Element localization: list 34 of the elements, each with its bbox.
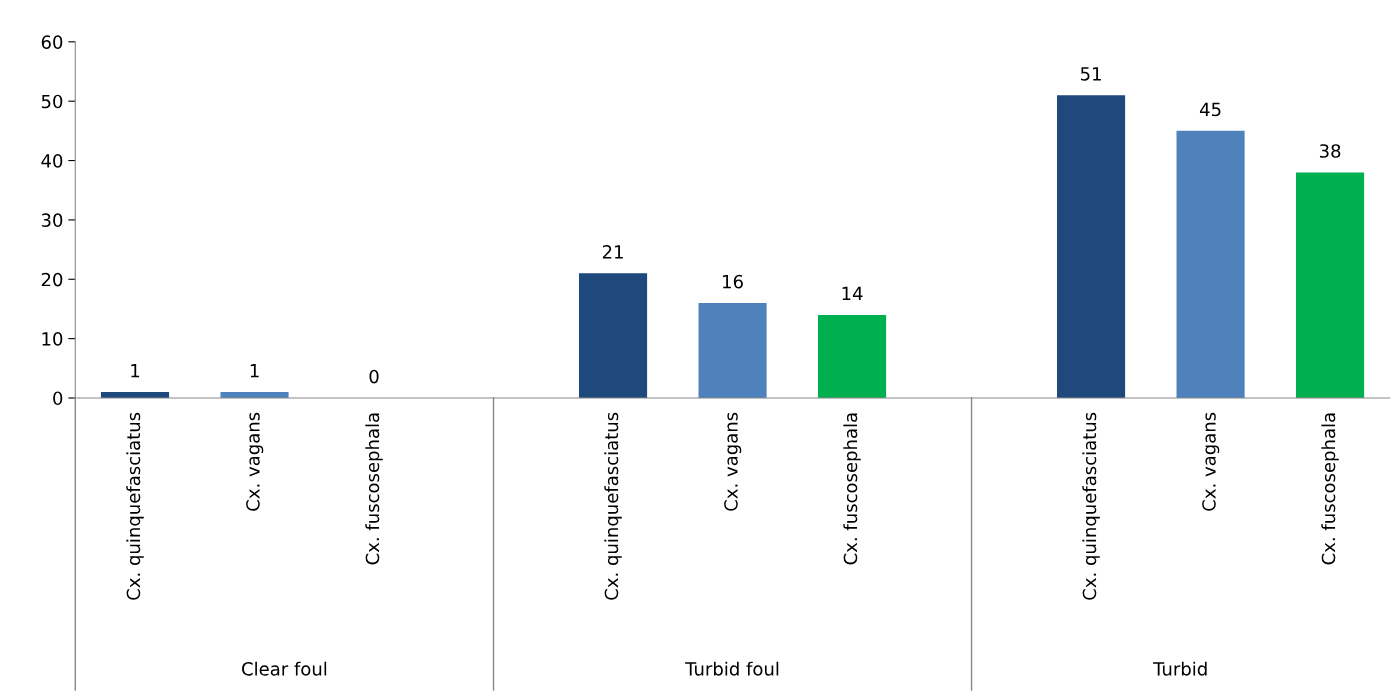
text: Turbid foul: [685, 661, 779, 676]
bar: [578, 273, 648, 398]
data-label: 45: [1199, 102, 1221, 117]
data-label: 14: [842, 286, 863, 301]
x-tick-label: Cx. vagans: [724, 412, 742, 511]
x-tick-label: Cx. vagans: [246, 412, 264, 511]
data-label: 21: [602, 245, 623, 259]
bar: [698, 303, 767, 398]
y-tick-label: 50: [41, 94, 63, 109]
y-tick-label: 10: [42, 332, 63, 346]
bar: [1176, 130, 1245, 398]
bar: [1057, 95, 1126, 398]
bar: [817, 314, 887, 398]
x-tick-label: Cx. fuscosephala: [365, 413, 383, 565]
text: Clear foul: [242, 661, 327, 676]
data-label: 38: [1319, 144, 1341, 158]
x-tick-label: Cx. vagans: [1202, 412, 1220, 511]
y-tick-label: 40: [41, 154, 63, 168]
x-tick-label: Cx. fuscosephala: [1321, 413, 1339, 565]
x-tick-label: Cx. fuscosephala: [843, 413, 861, 565]
data-label: 1: [250, 364, 259, 378]
x-tick-label: Cx. quinquefasciatus: [604, 412, 622, 600]
bar: [1296, 172, 1365, 398]
y-tick-label: 60: [41, 35, 63, 49]
y-tick-label: 30: [41, 213, 63, 228]
data-label: 1: [131, 364, 140, 378]
y-tick-label: 20: [41, 272, 63, 287]
data-label: 16: [723, 274, 743, 289]
data-label: 51: [1080, 67, 1101, 81]
y-tick-label: 0: [53, 391, 63, 406]
x-tick-label: Cx. quinquefasciatus: [1082, 412, 1100, 600]
data-label: 0: [369, 369, 379, 384]
text: Turbid: [1153, 661, 1207, 676]
x-tick-label: Cx. quinquefasciatus: [126, 412, 144, 600]
